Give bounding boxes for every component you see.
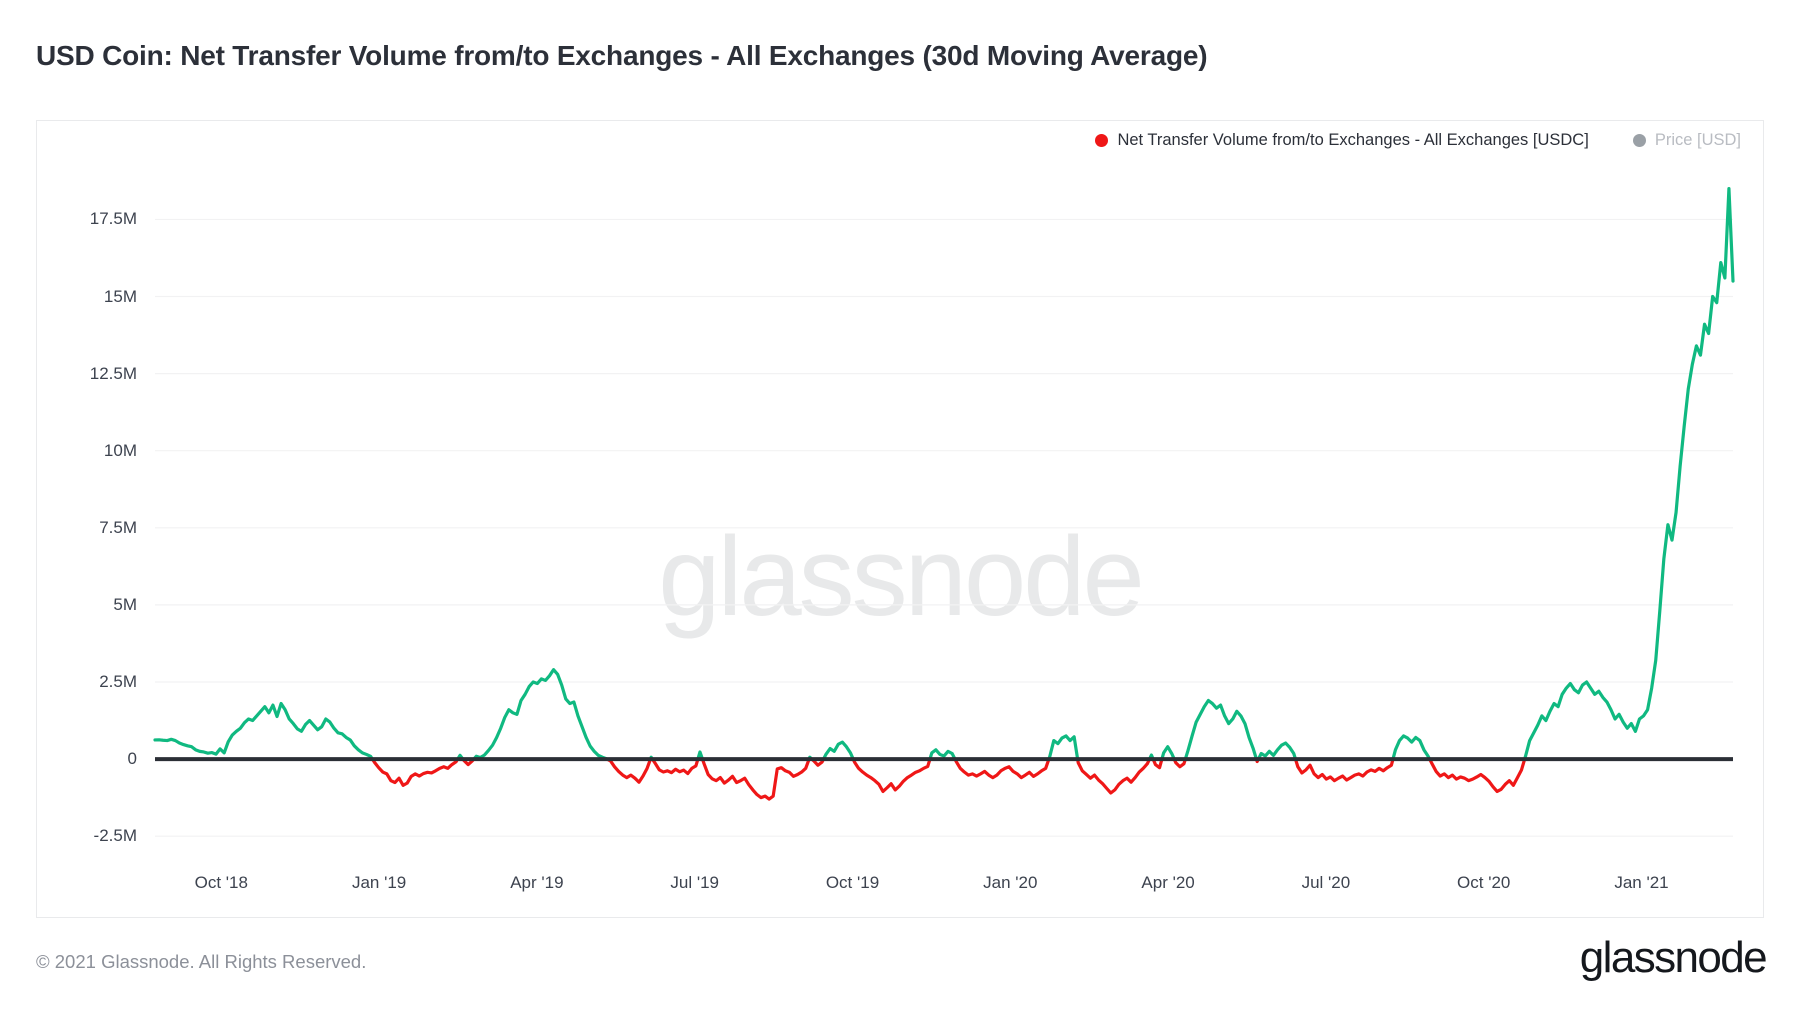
legend-dot-price [1632, 134, 1646, 147]
series-segment-positive [1183, 698, 1258, 761]
x-axis: Oct '18 Jan '19 Apr '19 Jul '19 Oct '19 Jan '… [155, 873, 1733, 903]
legend-label-price: Price [USD] [1654, 131, 1741, 149]
legend-label-net-transfer-volume: Net Transfer Volume from/to Exchanges - … [1117, 131, 1589, 149]
footer-copyright: © 2021 Glassnode. All Rights Reserved. [36, 951, 367, 972]
y-axis-tick-label: 12.5M [89, 363, 137, 383]
glassnode-logo: glassnode [1579, 933, 1768, 982]
x-axis-tick-label: Jan '20 [983, 873, 1038, 892]
series-segment-positive [1160, 745, 1176, 761]
x-axis-tick-label: Oct '19 [825, 873, 880, 892]
y-axis-tick-label: -2.5M [93, 826, 137, 846]
series-segment-negative [1076, 757, 1152, 795]
series-segment-positive [1523, 186, 1735, 761]
x-axis-tick-label: Jan '19 [351, 873, 407, 892]
series-segment-positive [153, 701, 374, 761]
x-axis-tick-label: Jan '21 [1614, 873, 1669, 892]
x-axis-tick-label: Jul '19 [670, 873, 719, 892]
y-axis-tick-label: 5M [113, 594, 137, 614]
y-axis-tick-label: 2.5M [99, 671, 137, 691]
x-axis-tick-label: Oct '20 [1457, 873, 1511, 892]
y-axis-tick-label: 17.5M [89, 209, 137, 229]
series-segment-positive [472, 668, 609, 761]
series-segment-negative [1151, 757, 1164, 770]
series-segment-positive [1256, 741, 1298, 761]
legend-dot-net-transfer-volume [1095, 134, 1109, 147]
x-axis-tick-label: Apr '20 [1141, 873, 1195, 892]
legend-item-net-transfer-volume[interactable]: Net Transfer Volume from/to Exchanges - … [1095, 131, 1589, 150]
y-axis-tick-label: 10M [103, 440, 137, 460]
x-axis-tick-label: Jul '20 [1301, 873, 1351, 892]
plot-area [153, 167, 1735, 867]
series-segment-positive [821, 740, 855, 761]
series-segment-positive [1047, 734, 1080, 761]
series-segment-negative [605, 757, 653, 784]
series-segment-positive [928, 748, 957, 761]
y-axis-tick-label: 7.5M [99, 517, 137, 537]
series-segment-negative [700, 757, 811, 801]
x-axis-tick-label: Apr '19 [510, 873, 564, 892]
series-segment-negative [650, 757, 700, 776]
series-segment-positive [696, 750, 705, 761]
legend-item-price[interactable]: Price [USD] [1632, 131, 1741, 150]
page-title: USD Coin: Net Transfer Volume from/to Ex… [36, 40, 1208, 71]
series-segment-negative [1293, 757, 1395, 783]
y-axis-tick-label: 15M [103, 286, 137, 306]
chart-legend: Net Transfer Volume from/to Exchanges - … [1095, 131, 1741, 150]
series-segment-negative [953, 757, 1051, 780]
series-segment-positive [1391, 734, 1432, 761]
series-segment-negative [1428, 757, 1527, 794]
y-axis-tick-label: 0 [127, 749, 137, 769]
y-axis: 17.5M 15M 12.5M 10M 7.5M 5M 2.5M 0 -2.5M [37, 167, 147, 867]
series-segment-negative [851, 757, 932, 794]
series-segment-negative [370, 757, 460, 787]
series-segment-negative [1172, 757, 1187, 769]
chart-svg [153, 186, 1735, 837]
x-axis-tick-label: Oct '18 [194, 873, 248, 892]
chart-card: Net Transfer Volume from/to Exchanges - … [36, 120, 1764, 918]
